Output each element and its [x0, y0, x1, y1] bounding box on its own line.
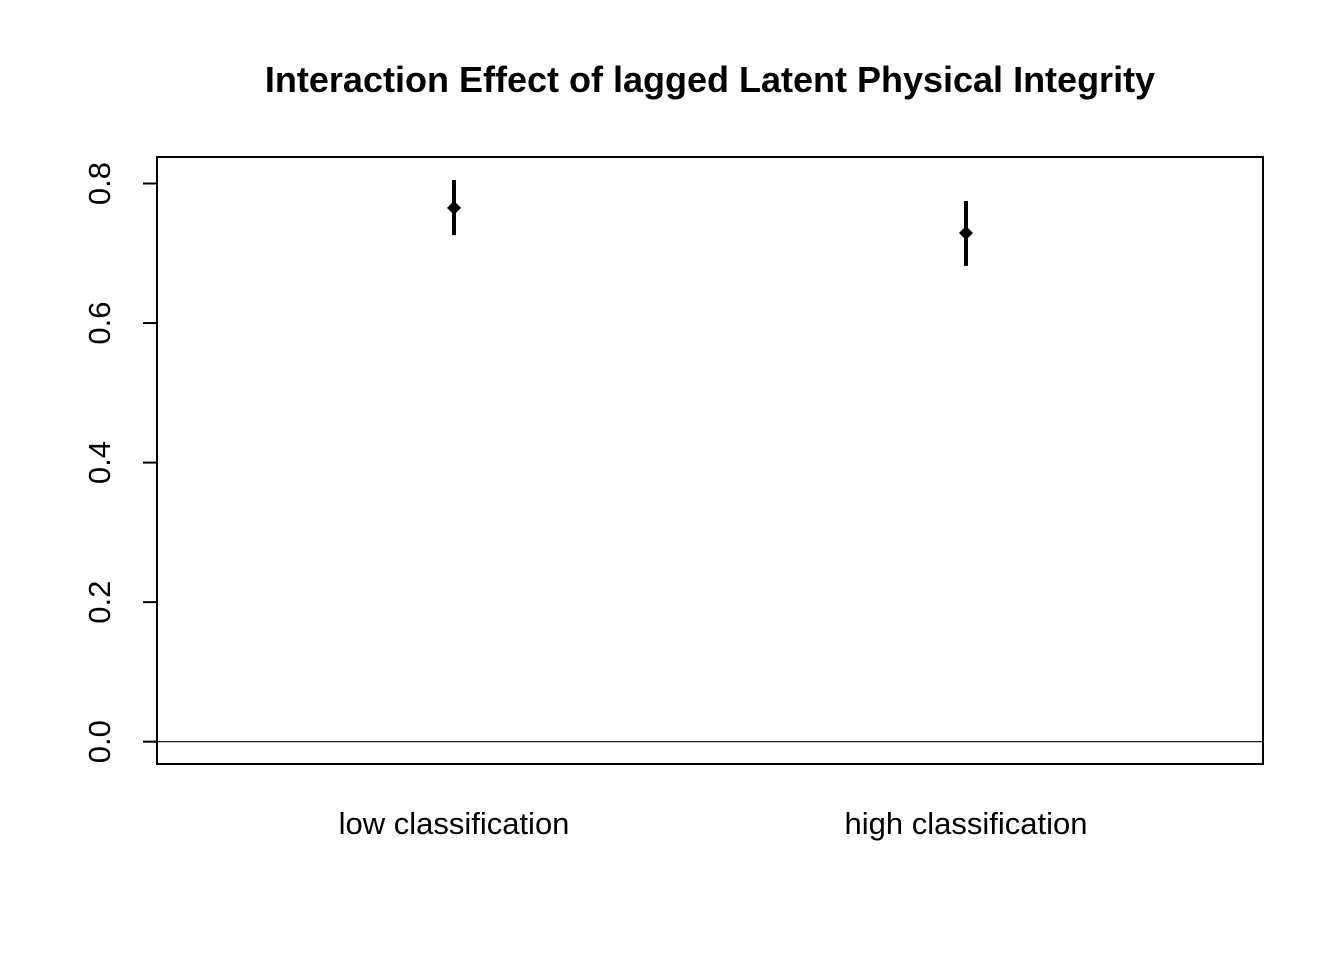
- y-axis: 0.0 0.2 0.4 0.6 0.8: [82, 162, 157, 763]
- y-tick-label: 0.4: [82, 441, 117, 484]
- x-category-label: low classification: [339, 806, 570, 841]
- y-tick-label: 0.8: [82, 162, 117, 205]
- data-marks: [447, 180, 973, 266]
- y-tick-label: 0.2: [82, 581, 117, 624]
- y-tick-label: 0.6: [82, 301, 117, 344]
- chart-title: Interaction Effect of lagged Latent Phys…: [265, 59, 1155, 100]
- x-category-label: high classification: [845, 806, 1088, 841]
- y-tick-label: 0.0: [82, 720, 117, 763]
- point-estimate: [447, 200, 461, 215]
- point-estimate: [959, 226, 973, 241]
- plot-frame: [156, 156, 1264, 765]
- x-axis: low classification high classification: [339, 806, 1088, 841]
